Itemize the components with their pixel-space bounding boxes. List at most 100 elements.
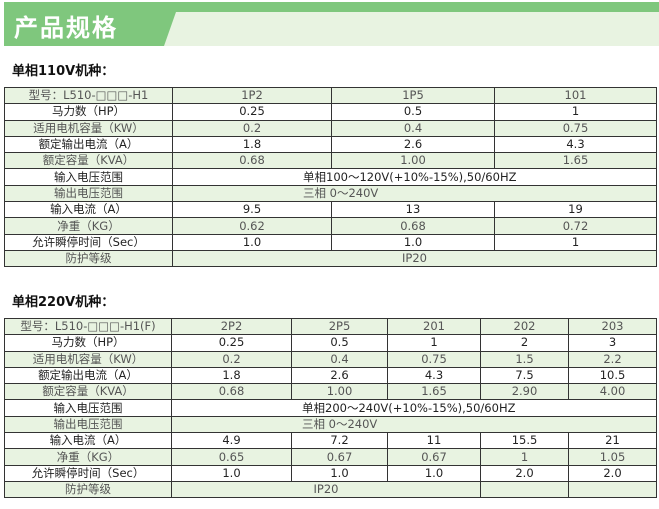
table-cell: 0.65	[171, 448, 292, 466]
table-cell: 输入电流（A）	[4, 201, 173, 219]
table-cell: 输出电压范围	[4, 415, 172, 434]
table-cell: 马力数（HP）	[4, 334, 172, 352]
page-title: 产品规格	[14, 14, 118, 42]
table-cell: 型号：L510-□□□-H1(F)	[4, 317, 172, 336]
section-banner: 产品规格	[4, 2, 659, 46]
table-cell: 0.2	[171, 350, 292, 368]
table-cell: 0.4	[291, 350, 388, 368]
table-row: 输入电流（A） 9.5 13 19	[4, 201, 657, 219]
table-cell: 2.0	[480, 464, 569, 482]
table-cell: 1.0	[331, 233, 495, 251]
table-row: 防护等级 IP20	[4, 480, 657, 499]
table-cell: 0.4	[331, 119, 495, 137]
table-row: 输入电压范围 单相100～120V(+10%-15%),50/60HZ	[4, 168, 657, 186]
table-cell: 4.3	[387, 366, 481, 385]
table-cell: 型号：L510-□□□-H1	[4, 86, 173, 105]
table-cell: 1	[494, 233, 657, 251]
table-cell: 适用电机容量（KW）	[4, 350, 172, 368]
table-row: 净重（KG） 0.65 0.67 0.67 1 1.05	[4, 448, 657, 466]
table-cell: IP20	[171, 480, 481, 499]
spec-table-220v: 型号：L510-□□□-H1(F) 2P2 2P5 201 202 203 马力数（HP） 0…	[4, 317, 657, 499]
table-cell: 0.25	[172, 103, 332, 121]
table-cell: 1P2	[172, 86, 332, 105]
table-cell: 输出电压范围	[4, 184, 173, 203]
table-cell: 0.68	[331, 217, 495, 235]
table-row: 额定输出电流（A） 1.8 2.6 4.3 7.5 10.5	[4, 366, 657, 385]
table-cell: 203	[568, 317, 657, 336]
table-cell: 1P5	[331, 86, 495, 105]
table-cell: 适用电机容量（KW）	[4, 119, 173, 137]
table-cell: 1.0	[171, 464, 292, 482]
table-cell: 3	[568, 334, 657, 352]
table-cell: 1	[480, 448, 569, 466]
table-cell: 1.8	[171, 366, 292, 385]
table-cell: 0.5	[291, 334, 388, 352]
table-row: 允许瞬停时间（Sec） 1.0 1.0 1	[4, 233, 657, 251]
table-cell: 0.68	[172, 152, 332, 170]
table-cell: 0.75	[387, 350, 481, 368]
table-row: 净重（KG） 0.62 0.68 0.72	[4, 217, 657, 235]
table-cell: 马力数（HP）	[4, 103, 173, 121]
table-cell: 1.0	[387, 464, 481, 482]
table-cell: 允许瞬停时间（Sec）	[4, 233, 173, 251]
table-cell: 2.2	[568, 350, 657, 368]
table-row: 马力数（HP） 0.25 0.5 1	[4, 103, 657, 121]
table-cell: 13	[331, 201, 495, 219]
table-row: 马力数（HP） 0.25 0.5 1 2 3	[4, 334, 657, 352]
table-cell: 净重（KG）	[4, 217, 173, 235]
table-row: 额定容量（KVA） 0.68 1.00 1.65 2.90 4.00	[4, 383, 657, 401]
table-cell: 19	[494, 201, 657, 219]
table-cell: 额定容量（KVA）	[4, 383, 172, 401]
table-cell: 输入电压范围	[4, 168, 173, 186]
table-cell: 21	[568, 432, 657, 450]
table-cell: 2P2	[171, 317, 292, 336]
table-cell: 1.00	[291, 383, 388, 401]
spec-table-110v: 型号：L510-□□□-H1 1P2 1P5 101 马力数（HP） 0.25 0.5 1 适用…	[4, 86, 657, 268]
table-cell: 2.6	[291, 366, 388, 385]
table-cell: 0.68	[171, 383, 292, 401]
table-cell: 0.62	[172, 217, 332, 235]
table-row: 输出电压范围 三相 0～240V	[4, 415, 657, 434]
table-cell: 4.3	[494, 135, 657, 154]
table-cell: 1.00	[331, 152, 495, 170]
table-row: 额定容量（KVA） 0.68 1.00 1.65	[4, 152, 657, 170]
table-cell: 三相 0～240V	[172, 184, 657, 203]
table-cell: 0.2	[172, 119, 332, 137]
table-cell: 2P5	[291, 317, 388, 336]
table-cell: 输入电压范围	[4, 399, 172, 417]
table-cell: 0.67	[387, 448, 481, 466]
table-cell: 三相 0～240V	[171, 415, 657, 434]
table-cell: 额定输出电流（A）	[4, 135, 173, 154]
table-cell: 11	[387, 432, 481, 450]
table-row: 适用电机容量（KW） 0.2 0.4 0.75 1.5 2.2	[4, 350, 657, 368]
table-cell: 允许瞬停时间（Sec）	[4, 464, 172, 482]
empty-cell	[568, 480, 657, 499]
table-cell: 7.5	[480, 366, 569, 385]
table-cell: 0.72	[494, 217, 657, 235]
table-cell: 1	[387, 334, 481, 352]
table-row: 型号：L510-□□□-H1(F) 2P2 2P5 201 202 203	[4, 317, 657, 336]
table-cell: 净重（KG）	[4, 448, 172, 466]
table-cell: 2.90	[480, 383, 569, 401]
table-cell: 101	[494, 86, 657, 105]
table-cell: 201	[387, 317, 481, 336]
table-cell: 1.65	[494, 152, 657, 170]
table-cell: 额定容量（KVA）	[4, 152, 173, 170]
table-row: 额定输出电流（A） 1.8 2.6 4.3	[4, 135, 657, 154]
table-cell: 4.00	[568, 383, 657, 401]
table-cell: 1.5	[480, 350, 569, 368]
table-cell: 额定输出电流（A）	[4, 366, 172, 385]
table-cell: 15.5	[480, 432, 569, 450]
table-cell: 1.65	[387, 383, 481, 401]
table-cell: IP20	[172, 249, 657, 268]
table-row: 输入电流（A） 4.9 7.2 11 15.5 21	[4, 432, 657, 450]
table-cell: 1.8	[172, 135, 332, 154]
section-heading-110v: 单相110V机种：	[12, 64, 115, 79]
table-cell: 防护等级	[4, 249, 173, 268]
table-cell: 1.0	[291, 464, 388, 482]
table-cell: 输入电流（A）	[4, 432, 172, 450]
table-cell: 1.05	[568, 448, 657, 466]
table-cell: 单相200～240V(+10%-15%),50/60HZ	[171, 399, 657, 417]
table-cell: 2.0	[568, 464, 657, 482]
table-cell: 2.6	[331, 135, 495, 154]
